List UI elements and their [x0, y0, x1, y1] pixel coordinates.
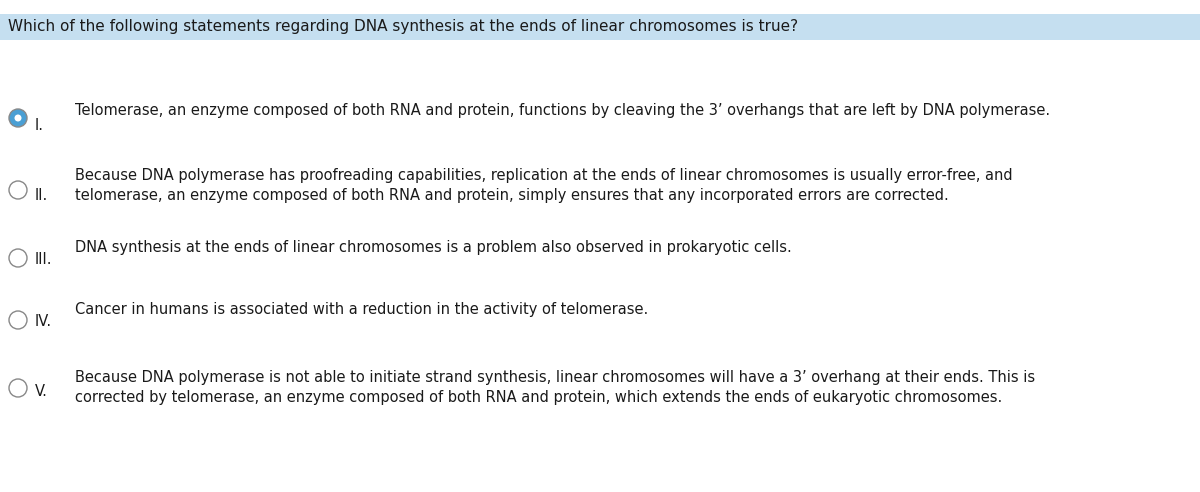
Circle shape	[10, 379, 28, 397]
Text: Because DNA polymerase has proofreading capabilities, replication at the ends of: Because DNA polymerase has proofreading …	[74, 168, 1013, 183]
Circle shape	[10, 311, 28, 329]
Text: Cancer in humans is associated with a reduction in the activity of telomerase.: Cancer in humans is associated with a re…	[74, 302, 648, 317]
Text: IV.: IV.	[35, 314, 52, 330]
Circle shape	[10, 249, 28, 267]
Text: Because DNA polymerase is not able to initiate strand synthesis, linear chromoso: Because DNA polymerase is not able to in…	[74, 370, 1036, 385]
Bar	[0, 14, 1200, 40]
Text: V.: V.	[35, 385, 48, 400]
Text: III.: III.	[35, 252, 53, 268]
Text: telomerase, an enzyme composed of both RNA and protein, simply ensures that any : telomerase, an enzyme composed of both R…	[74, 188, 949, 203]
Text: Telomerase, an enzyme composed of both RNA and protein, functions by cleaving th: Telomerase, an enzyme composed of both R…	[74, 103, 1050, 118]
Text: II.: II.	[35, 187, 48, 203]
Circle shape	[10, 181, 28, 199]
Circle shape	[10, 109, 28, 127]
Text: corrected by telomerase, an enzyme composed of both RNA and protein, which exten: corrected by telomerase, an enzyme compo…	[74, 390, 1002, 405]
Text: I.: I.	[35, 118, 44, 132]
Text: Which of the following statements regarding DNA synthesis at the ends of linear : Which of the following statements regard…	[8, 20, 798, 34]
Text: DNA synthesis at the ends of linear chromosomes is a problem also observed in pr: DNA synthesis at the ends of linear chro…	[74, 240, 792, 255]
Circle shape	[14, 115, 22, 122]
